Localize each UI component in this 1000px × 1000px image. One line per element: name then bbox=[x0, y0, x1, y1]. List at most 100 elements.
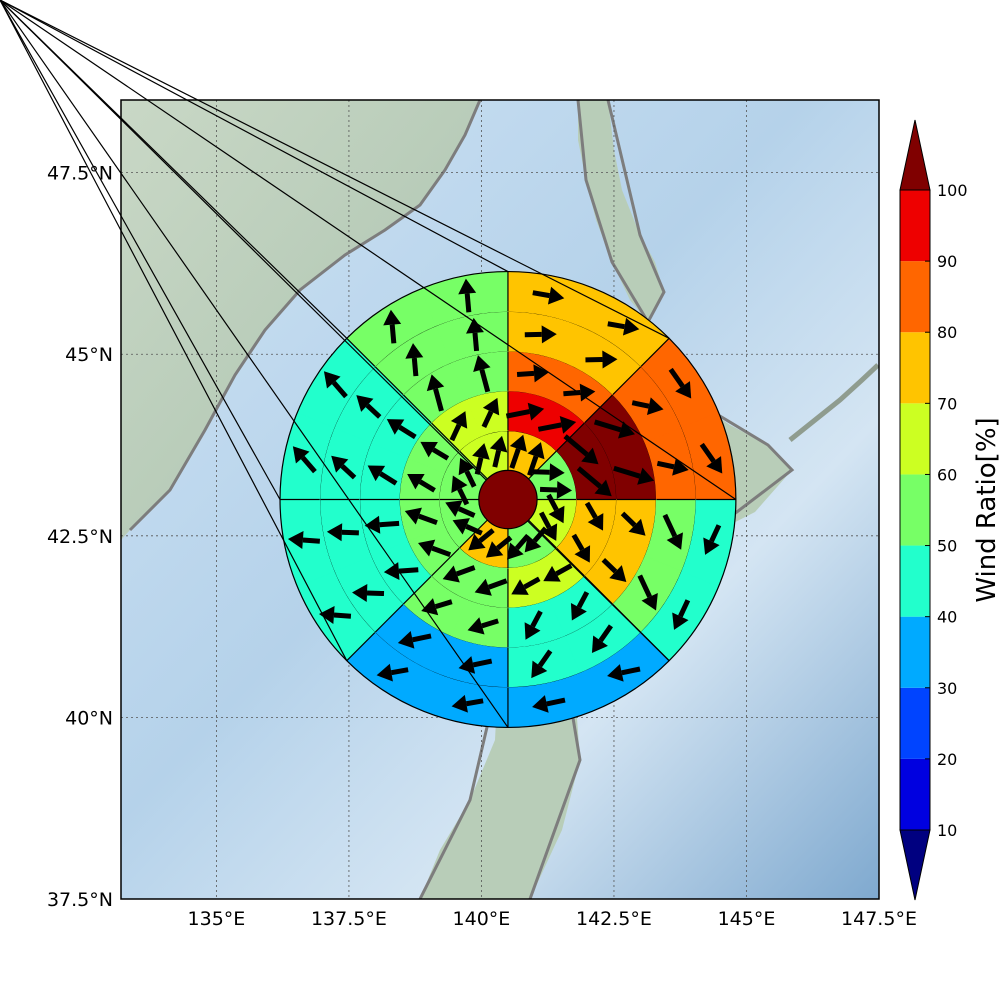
wind-arrow bbox=[507, 533, 530, 560]
wind-arrow bbox=[481, 397, 500, 428]
wind-arrow bbox=[426, 374, 445, 412]
sector-divider bbox=[612, 366, 642, 395]
colorbar-tick-label: 30 bbox=[937, 679, 957, 698]
colorbar-level bbox=[900, 616, 930, 688]
sector-divider bbox=[346, 337, 376, 367]
wind-arrow bbox=[489, 435, 508, 468]
wind-arrow bbox=[319, 606, 352, 624]
sector-divider bbox=[374, 604, 404, 633]
sakhalin-island bbox=[578, 100, 664, 322]
wind-arrow bbox=[601, 558, 627, 583]
sector-divider bbox=[430, 422, 460, 452]
colorbar: 10 20 30 40 50 60 70 80 90 100 bbox=[899, 119, 968, 901]
wind-arrow bbox=[511, 576, 541, 595]
sector-divider bbox=[0, 0, 509, 273]
wind-arrow bbox=[537, 416, 577, 434]
wind-arrow bbox=[539, 480, 573, 499]
wind-arrow bbox=[323, 371, 348, 399]
sector-divider bbox=[584, 394, 614, 424]
wind-arrow bbox=[421, 598, 453, 616]
wind-arrow bbox=[451, 694, 484, 713]
wind-arrow bbox=[672, 599, 691, 630]
wind-arrow bbox=[527, 442, 545, 477]
wind-arrow bbox=[699, 442, 723, 474]
wind-arrow bbox=[485, 535, 513, 558]
sector-divider bbox=[0, 0, 281, 500]
sector-divider bbox=[374, 366, 404, 395]
wind-arrow bbox=[472, 443, 490, 475]
sector-divider bbox=[458, 450, 488, 480]
sector-divider bbox=[0, 0, 348, 339]
colorbar-tick-label: 20 bbox=[937, 750, 957, 769]
colorbar-under-extension bbox=[899, 829, 931, 901]
sector-divider bbox=[402, 575, 432, 605]
wind-arrow bbox=[467, 617, 499, 635]
wind-arrow bbox=[593, 419, 635, 439]
wind-arrow bbox=[292, 446, 317, 474]
sector-divider bbox=[556, 422, 586, 452]
wind-arrow bbox=[468, 528, 495, 551]
colorbar-level bbox=[900, 403, 930, 475]
lon-tick-label: 140°E bbox=[453, 908, 511, 930]
sector-divider bbox=[346, 632, 376, 662]
colorbar-tick-label: 90 bbox=[937, 252, 957, 271]
sector-divider bbox=[556, 547, 586, 577]
wind-arrow bbox=[532, 463, 565, 482]
wind-arrow bbox=[383, 562, 419, 581]
lat-tick-label: 47.5°N bbox=[47, 163, 113, 185]
wind-arrow bbox=[452, 518, 483, 536]
wind-arrow bbox=[383, 309, 402, 344]
colorbar-over-extension bbox=[899, 119, 931, 191]
wind-arrow bbox=[458, 656, 493, 674]
wind-arrow bbox=[637, 574, 658, 611]
sector-divider bbox=[0, 0, 348, 661]
wind-arrow bbox=[631, 397, 664, 416]
sector-divider bbox=[430, 547, 460, 577]
lat-tick-label: 42.5°N bbox=[47, 526, 113, 548]
wind-arrow bbox=[546, 493, 565, 524]
wind-arrow bbox=[352, 583, 385, 602]
wind-arrow bbox=[397, 631, 432, 649]
wind-arrow bbox=[516, 364, 549, 383]
wind-arrow bbox=[505, 402, 545, 421]
sector-divider bbox=[402, 394, 432, 424]
wind-arrow bbox=[532, 695, 566, 713]
wind-arrow bbox=[442, 565, 476, 583]
lon-tick-label: 147.5°E bbox=[841, 908, 917, 930]
wind-arrow bbox=[656, 458, 689, 476]
wind-arrow bbox=[287, 531, 321, 549]
colorbar-level bbox=[900, 261, 930, 333]
wind-arrow bbox=[376, 663, 409, 682]
lon-tick-label: 135°E bbox=[188, 908, 246, 930]
lat-tick-label: 45°N bbox=[65, 344, 113, 366]
mainland-asia-landmass bbox=[121, 100, 480, 540]
wind-arrow bbox=[356, 395, 382, 419]
wind-arrow bbox=[404, 507, 438, 526]
colorbar-level bbox=[900, 332, 930, 404]
wind-arrow bbox=[532, 286, 565, 305]
wind-arrow bbox=[364, 515, 400, 534]
colorbar-level bbox=[900, 758, 930, 830]
colorbar-tick-label: 50 bbox=[937, 537, 957, 556]
wind-arrow bbox=[449, 411, 468, 442]
wind-arrow bbox=[563, 434, 599, 465]
wind-arrow bbox=[367, 465, 398, 486]
wind-arrow bbox=[613, 465, 655, 485]
colorbar-tick-label: 80 bbox=[937, 323, 957, 342]
wind-arrow bbox=[668, 367, 692, 399]
colorbar-frame bbox=[899, 189, 931, 831]
lat-tick-label: 37.5°N bbox=[47, 889, 113, 911]
sector-divider bbox=[458, 519, 488, 549]
wind-arrow bbox=[703, 524, 722, 555]
wind-arrow bbox=[326, 523, 359, 542]
colorbar-title: Wind Ratio[%] bbox=[972, 417, 1000, 602]
longitude-tick-labels: 135°E 137.5°E 140°E 142.5°E 145°E 147.5°E bbox=[188, 908, 917, 930]
wind-arrow bbox=[445, 500, 476, 518]
wind-arrow bbox=[531, 649, 553, 679]
wind-arrow bbox=[386, 419, 417, 440]
colorbar-tick-label: 10 bbox=[937, 821, 957, 840]
wind-arrow bbox=[420, 441, 450, 461]
map-frame bbox=[120, 99, 880, 900]
sector-divider bbox=[640, 337, 670, 367]
